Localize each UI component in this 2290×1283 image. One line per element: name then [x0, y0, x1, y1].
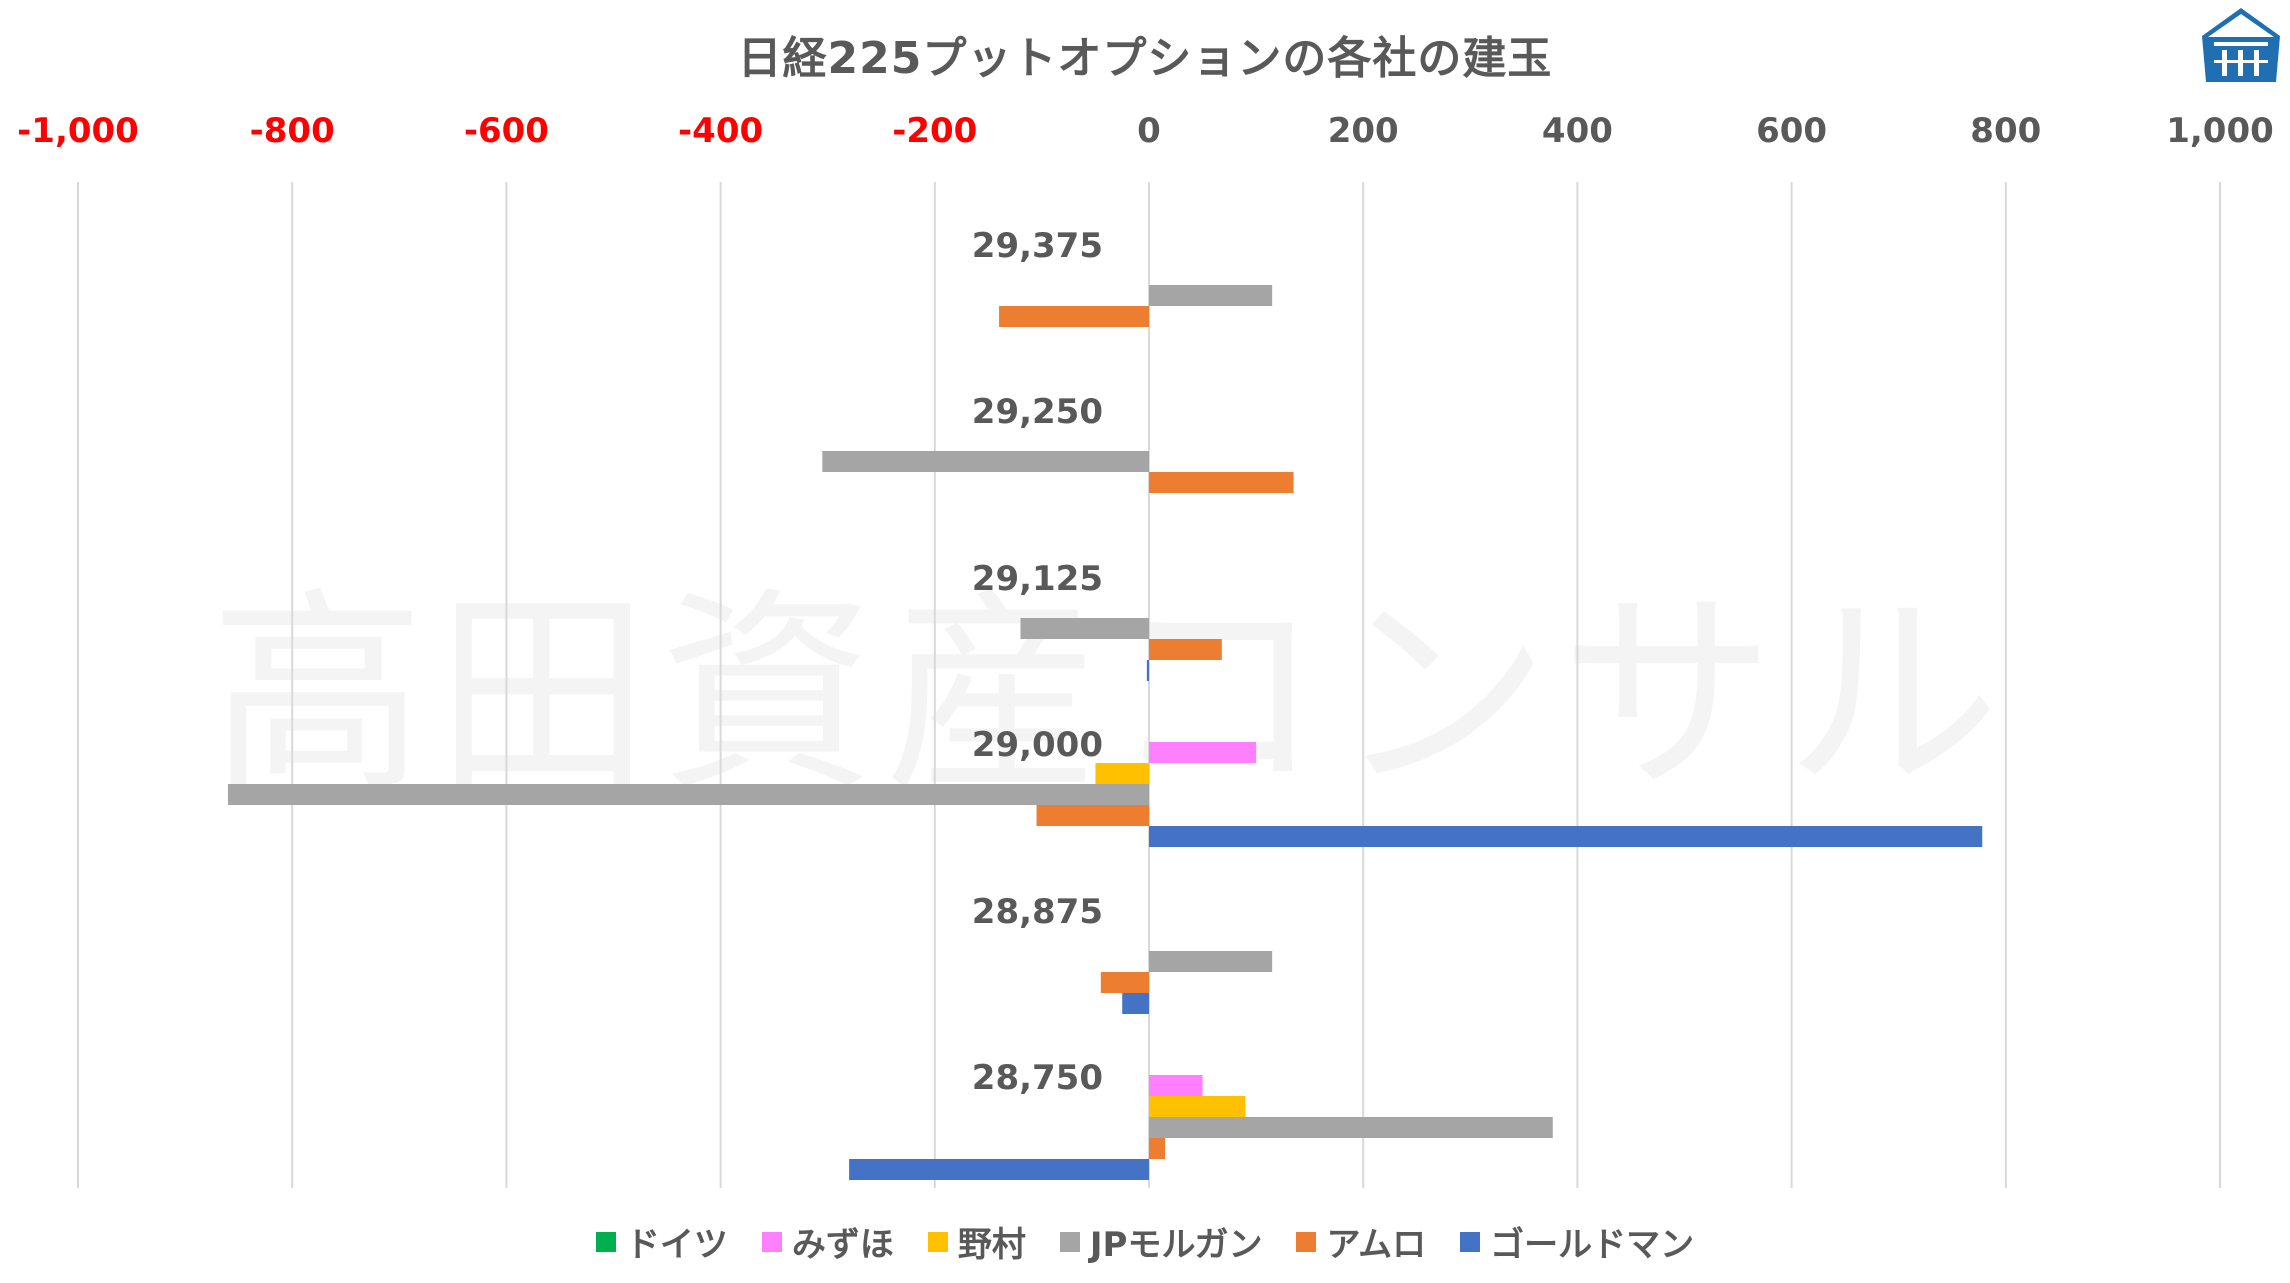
- bar: [1149, 472, 1294, 493]
- bar: [999, 306, 1149, 327]
- legend-swatch: [1296, 1231, 1317, 1252]
- legend-item: ドイツ: [595, 1217, 728, 1266]
- x-tick-label: -800: [250, 111, 335, 151]
- bar: [1146, 660, 1149, 681]
- legend-swatch: [595, 1231, 616, 1252]
- legend-label: みずほ: [791, 1225, 894, 1265]
- bar: [1149, 285, 1273, 306]
- category-label: 28,750: [972, 1058, 1103, 1098]
- category-label: 29,250: [972, 392, 1103, 432]
- bar: [1149, 826, 1983, 847]
- bar: [1036, 805, 1149, 826]
- legend-item: JPモルガン: [1059, 1217, 1263, 1266]
- x-tick-label: 800: [1970, 111, 2041, 151]
- legend-swatch: [927, 1231, 948, 1252]
- bar: [1149, 1096, 1246, 1117]
- legend-swatch: [1059, 1231, 1080, 1252]
- x-tick-label: 400: [1542, 111, 1613, 151]
- bar: [1122, 993, 1149, 1014]
- bar: [1095, 763, 1149, 784]
- chart-legend: ドイツ みずほ 野村 JPモルガン アムロ ゴールドマン: [0, 1217, 2290, 1266]
- company-logo-icon: [2202, 8, 2280, 82]
- bar: [1149, 951, 1273, 972]
- legend-label: JPモルガン: [1089, 1225, 1263, 1265]
- category-label: 29,000: [972, 725, 1103, 765]
- x-tick-label: -600: [464, 111, 549, 151]
- legend-item: 野村: [927, 1217, 1026, 1266]
- bar: [1149, 639, 1222, 660]
- x-tick-label: 0: [1137, 111, 1161, 151]
- bar: [1020, 618, 1149, 639]
- legend-swatch: [1460, 1231, 1481, 1252]
- legend-label: アムロ: [1326, 1225, 1427, 1265]
- category-label: 28,875: [972, 892, 1103, 932]
- x-tick-label: 200: [1328, 111, 1399, 151]
- bar: [822, 451, 1149, 472]
- bar: [1149, 1117, 1553, 1138]
- x-tick-label: -400: [678, 111, 763, 151]
- x-tick-label: -200: [892, 111, 977, 151]
- category-label: 29,125: [972, 559, 1103, 599]
- legend-swatch: [761, 1231, 782, 1252]
- legend-item: アムロ: [1296, 1217, 1426, 1266]
- legend-label: ドイツ: [625, 1225, 728, 1265]
- legend-label: 野村: [957, 1225, 1026, 1265]
- bar: [1149, 1075, 1203, 1096]
- x-tick-label: 1,000: [2166, 111, 2274, 151]
- bar: [849, 1159, 1149, 1180]
- bar: [1149, 742, 1257, 763]
- bar: [227, 784, 1149, 805]
- bar: [1100, 972, 1149, 993]
- category-label: 29,375: [972, 226, 1103, 266]
- chart-title: 日経225プットオプションの各社の建玉: [737, 33, 1553, 84]
- legend-item: ゴールドマン: [1460, 1217, 1694, 1266]
- legend-label: ゴールドマン: [1490, 1225, 1695, 1265]
- x-tick-label: -1,000: [17, 111, 139, 151]
- bar: [1149, 1138, 1166, 1159]
- x-tick-label: 600: [1756, 111, 1827, 151]
- legend-item: みずほ: [761, 1217, 894, 1266]
